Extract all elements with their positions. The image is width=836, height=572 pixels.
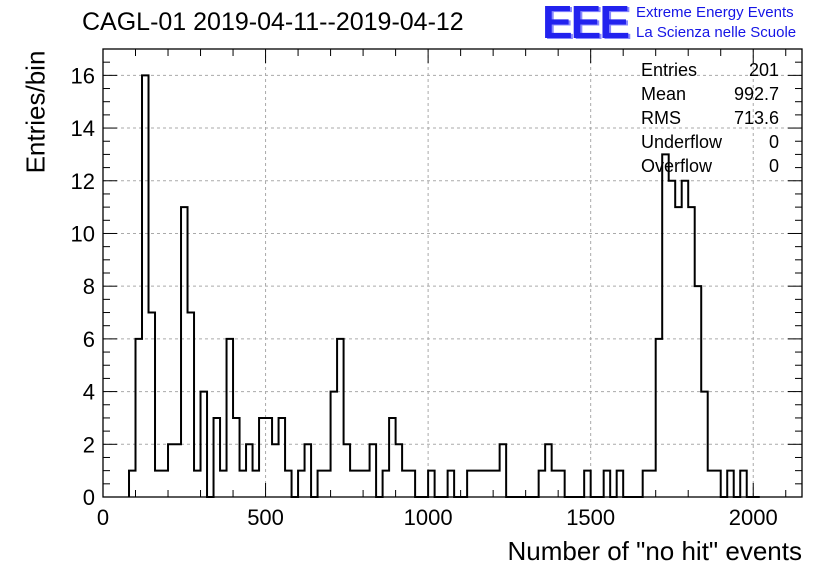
stats-label: Overflow <box>641 156 713 176</box>
eee-logo-text: Extreme Energy Events La Scienza nelle S… <box>636 3 796 43</box>
stats-value: 201 <box>748 60 779 80</box>
y-tick-label: 12 <box>71 169 95 194</box>
y-tick-label: 8 <box>83 274 95 299</box>
y-tick-label: 2 <box>83 432 95 457</box>
stats-value: 0 <box>768 156 779 176</box>
stats-value: 992.7 <box>733 84 779 104</box>
y-tick-label: 0 <box>83 485 95 510</box>
stats-label: Mean <box>641 84 687 104</box>
x-axis-label: Number of "no hit" events <box>507 536 803 566</box>
x-tick-label: 1000 <box>404 505 453 530</box>
histogram-line <box>128 74 760 498</box>
eee-logo: EEE Extreme Energy Events La Scienza nel… <box>542 0 796 48</box>
stats-row-overflow: Overflow 0 <box>641 155 779 179</box>
chart-title: CAGL-01 2019-04-11--2019-04-12 <box>82 8 464 36</box>
y-tick-label: 16 <box>71 63 95 88</box>
y-tick-label: 14 <box>71 116 95 141</box>
stats-value: 713.6 <box>733 108 779 128</box>
stats-row-entries: Entries 201 <box>641 59 779 83</box>
stats-row-mean: Mean 992.7 <box>641 83 779 107</box>
eee-logo-mark: EEE <box>542 0 630 48</box>
x-tick-label: 2000 <box>729 505 778 530</box>
stats-label: Entries <box>641 60 698 80</box>
stats-label: Underflow <box>641 132 723 152</box>
x-tick-label: 500 <box>247 505 284 530</box>
stats-box: Entries 201 Mean 992.7 RMS 713.6 Underfl… <box>641 59 779 179</box>
logo-line-2: La Scienza nelle Scuole <box>636 24 797 41</box>
x-tick-label: 1500 <box>566 505 615 530</box>
y-axis-label: Entries/bin <box>20 50 51 174</box>
x-tick-label: 0 <box>97 505 109 530</box>
y-tick-label: 4 <box>83 380 95 405</box>
y-tick-label: 10 <box>71 221 95 246</box>
stats-value: 0 <box>768 132 779 152</box>
stats-label: RMS <box>641 108 681 128</box>
y-tick-label: 6 <box>83 327 95 352</box>
axes: 0 500 1000 1500 2000 0 2 4 6 8 10 12 14 16 <box>71 48 802 530</box>
stats-row-underflow: Underflow 0 <box>641 131 779 155</box>
stats-row-rms: RMS 713.6 <box>641 107 779 131</box>
logo-line-1: Extreme Energy Events <box>636 4 794 21</box>
